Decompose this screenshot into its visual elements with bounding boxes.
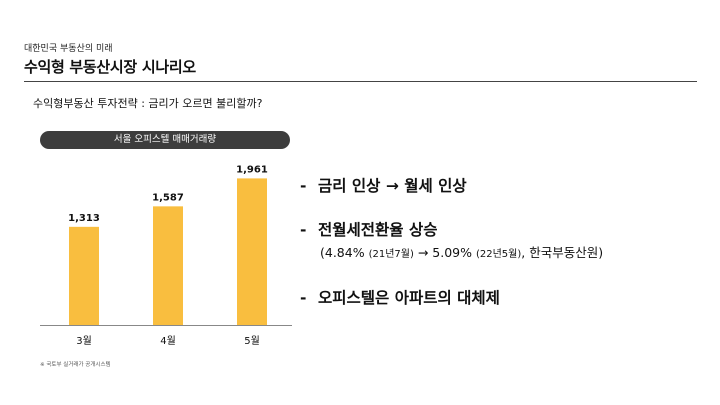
bullet-conversion-detail: (4.84% (21년7월) → 5.09% (22년5월), 한국부동산원) [320,242,603,261]
data-label: 1,313 [68,213,100,224]
x-tick-label: 5월 [244,335,260,347]
bullet-dash: - [300,221,307,239]
bullet-dash: - [300,177,307,195]
data-label: 1,587 [152,192,184,203]
detail-date: (21년7월) [368,249,414,260]
bar-1 [69,226,99,325]
detail-part: (4.84% [320,245,369,260]
header-subtitle: 대한민국 부동산의 미래 [24,44,113,54]
x-tick-label: 3월 [76,335,92,347]
bar-2 [153,206,183,325]
data-label: 1,961 [236,164,268,175]
detail-date: (22년5월) [475,249,522,260]
bullet-text: 오피스텔은 아파트의 대체제 [318,289,500,307]
bullet-text: 금리 인상 → 월세 인상 [318,177,467,195]
bullet-rate-hike: - 금리 인상 → 월세 인상 [300,174,467,196]
bullet-dash: - [300,289,307,307]
bar-chart: 1,313 3월 1,587 4월 1,961 5월 [40,164,292,347]
detail-part: → 5.09% [413,245,476,260]
bar-3 [237,178,267,325]
bullet-text: 전월세전환율 상승 [318,221,438,239]
source-note: ※ 국토부 실거래가 공개시스템 [40,362,111,368]
detail-part: , 한국부동산원) [521,245,604,260]
x-tick-label: 4월 [160,335,176,347]
bullet-conversion-rate: - 전월세전환율 상승 [300,218,437,240]
title-divider [24,81,697,82]
chart-title-pill: 서울 오피스텔 매매거래량 [40,131,290,149]
page-title: 수익형 부동산시장 시나리오 [24,58,196,76]
section-heading: 수익형부동산 투자전략 : 금리가 오르면 불리할까? [33,97,263,110]
bullet-officetel-substitute: - 오피스텔은 아파트의 대체제 [300,286,500,308]
